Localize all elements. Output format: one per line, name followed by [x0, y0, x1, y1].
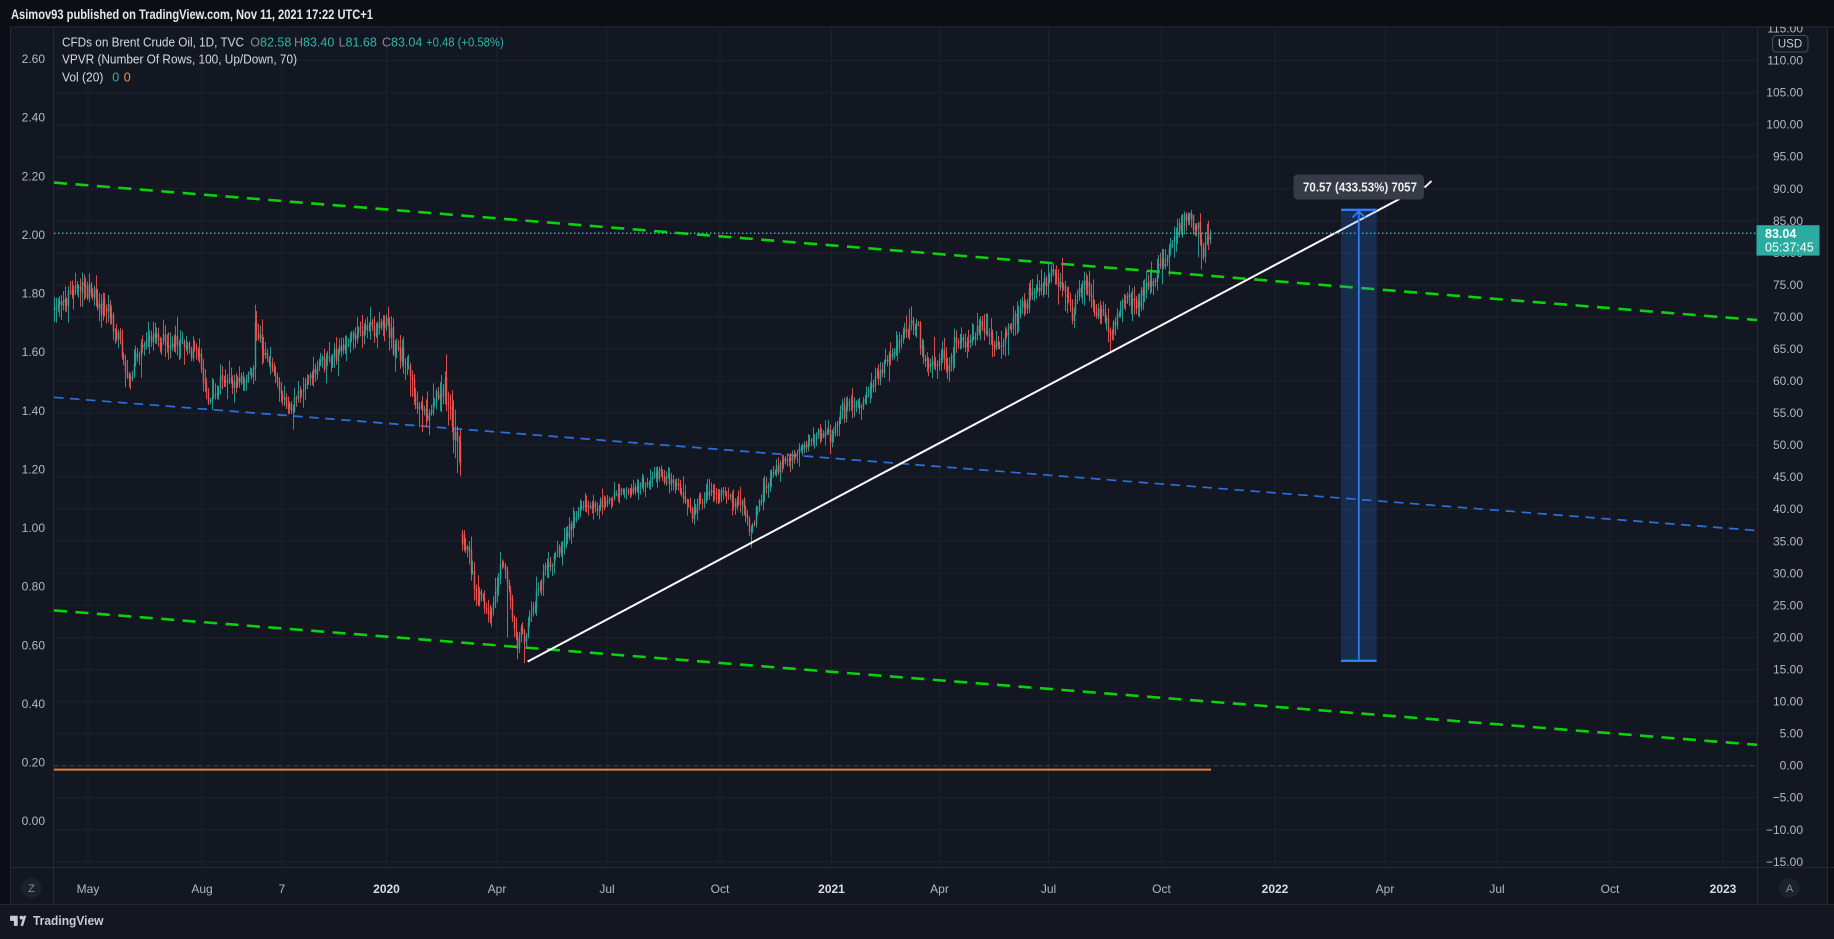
svg-text:Aug: Aug — [191, 882, 212, 896]
svg-text:100.00: 100.00 — [1766, 118, 1803, 132]
svg-text:15.00: 15.00 — [1773, 663, 1803, 677]
svg-text:2.20: 2.20 — [22, 169, 46, 183]
svg-text:0.00: 0.00 — [1780, 759, 1804, 773]
svg-text:0.60: 0.60 — [22, 638, 46, 652]
svg-text:2.00: 2.00 — [22, 228, 46, 242]
svg-text:2023: 2023 — [1710, 882, 1737, 896]
svg-text:90.00: 90.00 — [1773, 182, 1803, 196]
svg-text:85.00: 85.00 — [1773, 214, 1803, 228]
svg-text:Vol (20)00: Vol (20) 0 0 — [62, 70, 131, 84]
svg-text:USD: USD — [1778, 39, 1802, 51]
svg-text:70.00: 70.00 — [1773, 310, 1803, 324]
svg-text:60.00: 60.00 — [1773, 374, 1803, 388]
svg-text:45.00: 45.00 — [1773, 470, 1803, 484]
svg-text:110.00: 110.00 — [1767, 54, 1803, 68]
svg-text:Oct: Oct — [1601, 882, 1620, 896]
svg-text:0.80: 0.80 — [22, 580, 46, 594]
svg-text:VPVR (Number Of Rows, 100, Up/: VPVR (Number Of Rows, 100, Up/Down, 70) — [62, 52, 297, 66]
svg-text:2021: 2021 — [818, 882, 845, 896]
svg-text:30.00: 30.00 — [1773, 566, 1803, 580]
svg-text:05:37:45: 05:37:45 — [1765, 241, 1814, 255]
svg-text:−5.00: −5.00 — [1773, 791, 1804, 805]
svg-text:1.60: 1.60 — [22, 345, 46, 359]
svg-text:−15.00: −15.00 — [1766, 855, 1803, 869]
svg-text:105.00: 105.00 — [1766, 86, 1803, 100]
svg-text:50.00: 50.00 — [1773, 438, 1803, 452]
svg-text:Jul: Jul — [599, 882, 614, 896]
svg-text:70.57 (433.53%) 7057: 70.57 (433.53%) 7057 — [1303, 180, 1417, 195]
svg-text:1.80: 1.80 — [22, 287, 46, 301]
svg-text:1.00: 1.00 — [22, 521, 46, 535]
svg-text:TradingView: TradingView — [33, 913, 104, 928]
svg-text:0.00: 0.00 — [22, 814, 46, 828]
svg-text:Asimov93 published on TradingV: Asimov93 published on TradingView.com, N… — [11, 7, 373, 22]
svg-text:40.00: 40.00 — [1773, 502, 1803, 516]
svg-text:CFDs on Brent Crude Oil, 1D, T: CFDs on Brent Crude Oil, 1D, TVC — [62, 36, 244, 50]
svg-text:55.00: 55.00 — [1773, 406, 1803, 420]
svg-text:2.40: 2.40 — [22, 111, 46, 125]
svg-text:0.20: 0.20 — [22, 756, 46, 770]
svg-text:1.20: 1.20 — [22, 462, 46, 476]
svg-text:A: A — [1786, 883, 1794, 895]
svg-text:75.00: 75.00 — [1773, 278, 1803, 292]
svg-text:25.00: 25.00 — [1773, 598, 1803, 612]
svg-text:Z: Z — [28, 883, 35, 895]
svg-text:−10.00: −10.00 — [1766, 823, 1803, 837]
svg-text:2020: 2020 — [373, 882, 400, 896]
svg-text:1.40: 1.40 — [22, 404, 46, 418]
svg-text:35.00: 35.00 — [1773, 534, 1803, 548]
svg-text:5.00: 5.00 — [1780, 727, 1804, 741]
svg-text:7: 7 — [279, 882, 286, 896]
svg-text:Oct: Oct — [1152, 882, 1171, 896]
svg-text:May: May — [77, 882, 100, 896]
svg-text:Jul: Jul — [1041, 882, 1056, 896]
svg-text:65.00: 65.00 — [1773, 342, 1803, 356]
svg-text:2.60: 2.60 — [22, 52, 46, 66]
svg-text:20.00: 20.00 — [1773, 631, 1803, 645]
svg-text:10.00: 10.00 — [1773, 695, 1803, 709]
svg-text:Apr: Apr — [488, 882, 507, 896]
svg-text:Apr: Apr — [1376, 882, 1395, 896]
svg-text:83.04: 83.04 — [1765, 227, 1796, 241]
svg-text:Oct: Oct — [711, 882, 730, 896]
svg-text:2022: 2022 — [1262, 882, 1289, 896]
svg-text:95.00: 95.00 — [1773, 150, 1803, 164]
svg-text:Apr: Apr — [930, 882, 949, 896]
svg-text:0.40: 0.40 — [22, 697, 46, 711]
svg-text:Jul: Jul — [1489, 882, 1504, 896]
